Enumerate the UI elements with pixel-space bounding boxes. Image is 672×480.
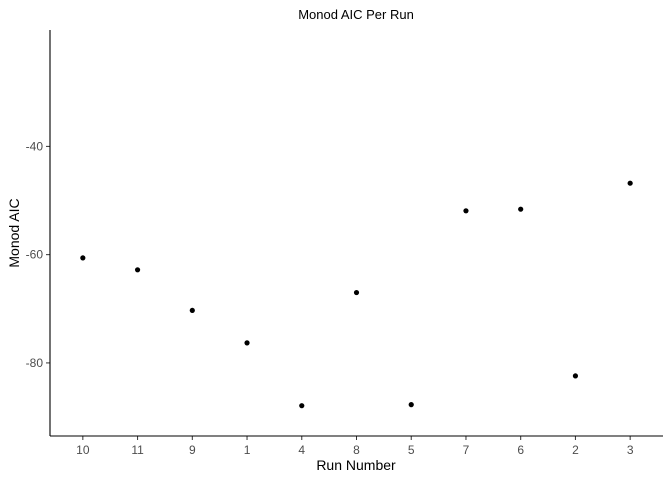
x-tick-label: 8	[353, 443, 360, 457]
data-point-run-9	[189, 307, 195, 314]
y-tick-label: -80	[26, 356, 44, 370]
y-tick-label: -40	[26, 139, 44, 153]
data-point-run-1	[244, 340, 250, 346]
y-tick-label: -60	[26, 248, 44, 262]
data-point-run-6	[518, 206, 524, 212]
data-point-run-8	[353, 289, 360, 296]
x-axis-ticks: 10 11 9 1 4 8 5 7 6 2 3	[76, 436, 634, 457]
data-point-run-7	[463, 208, 469, 214]
x-tick-label: 11	[131, 443, 144, 457]
data-point-run-5	[408, 402, 414, 408]
y-axis-ticks: -80 -60 -40	[26, 139, 50, 370]
data-point-run-11	[134, 267, 141, 273]
x-tick-label: 6	[517, 443, 524, 457]
data-point-run-2	[572, 373, 579, 379]
x-tick-label: 3	[627, 443, 634, 457]
x-tick-label: 5	[408, 443, 415, 457]
data-point-run-10	[80, 255, 86, 261]
x-tick-label: 2	[572, 443, 579, 457]
chart-title: Monod AIC Per Run	[298, 7, 414, 22]
x-tick-label: 1	[244, 443, 251, 457]
x-axis-title: Run Number	[316, 457, 396, 473]
x-tick-label: 4	[298, 443, 305, 457]
data-point-run-3	[627, 180, 633, 186]
x-tick-label: 9	[189, 443, 196, 457]
x-tick-label: 10	[76, 443, 90, 457]
data-points	[80, 180, 633, 409]
y-axis-title: Monod AIC	[6, 198, 22, 267]
x-tick-label: 7	[463, 443, 470, 457]
data-point-run-4	[299, 403, 305, 409]
